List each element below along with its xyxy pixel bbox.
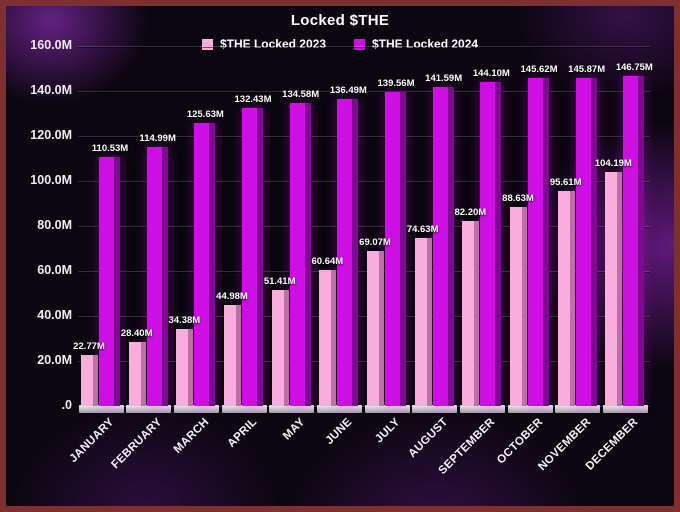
bar-value-2023-september: 82.20M [454, 207, 487, 219]
gridline [78, 316, 650, 317]
bar-value-2024-march: 125.63M [186, 109, 224, 121]
gridline [78, 46, 650, 47]
bar-2023-may [271, 290, 289, 406]
bar-2023-november [557, 190, 575, 406]
bar-value-2023-february: 28.40M [120, 328, 153, 340]
bar-2024-july [385, 91, 406, 406]
bar-platform [316, 405, 362, 413]
bar-2023-october [510, 206, 527, 406]
bar-platform [269, 405, 315, 413]
y-axis-tick: 20.0M [37, 353, 72, 367]
bar-platform [459, 405, 505, 413]
bar-platform [602, 405, 648, 413]
bar-value-2023-october: 88.63M [502, 192, 534, 204]
y-axis-tick: 60.0M [37, 263, 72, 277]
legend-swatch-icon [201, 38, 213, 50]
bar-2024-may [289, 103, 311, 406]
bar-2023-july [367, 250, 384, 406]
bar-value-2024-october: 145.62M [520, 64, 558, 76]
y-axis-tick: 100.0M [30, 173, 72, 187]
bar-value-2024-august: 141.59M [425, 73, 463, 85]
bar-platform [555, 405, 601, 413]
bar-2024-june [337, 98, 359, 406]
bar-value-2023-november: 95.61M [549, 176, 582, 188]
bar-value-2023-july: 69.07M [359, 236, 391, 248]
bar-2023-august [414, 238, 432, 406]
bar-platform [78, 405, 124, 413]
bar-value-2024-july: 139.56M [377, 77, 415, 89]
bar-value-2024-september: 144.10M [472, 67, 510, 79]
bar-platform [221, 405, 267, 413]
bar-value-2024-december: 146.75M [615, 61, 653, 73]
legend-item-2023: $THE Locked 2023 [201, 37, 326, 51]
chart-title: Locked $THE [290, 12, 390, 29]
bar-value-2024-june: 136.49M [329, 84, 367, 96]
bar-value-2024-may: 134.58M [282, 89, 320, 101]
legend: $THE Locked 2023 $THE Locked 2024 [6, 37, 674, 51]
legend-label: $THE Locked 2024 [372, 37, 479, 51]
gridline [78, 181, 650, 182]
bar-2024-march [194, 123, 216, 406]
y-axis-tick: 120.0M [30, 128, 72, 142]
bar-value-2023-april: 44.98M [216, 290, 248, 302]
bar-value-2024-november: 145.87M [568, 63, 606, 75]
gridline [78, 91, 650, 92]
bar-2024-february [146, 147, 168, 406]
bar-value-2024-april: 132.43M [234, 94, 272, 106]
gridline [78, 361, 650, 362]
bar-platform [173, 405, 219, 413]
bar-2023-june [319, 269, 337, 406]
gridline [78, 136, 650, 137]
bar-2024-september [480, 81, 502, 406]
bar-value-2023-may: 51.41M [263, 276, 296, 288]
y-axis-tick: 40.0M [37, 308, 72, 322]
bar-2023-february [128, 342, 146, 406]
legend-label: $THE Locked 2023 [219, 37, 326, 51]
y-axis-tick: 80.0M [37, 218, 72, 232]
y-axis-tick: 140.0M [30, 83, 72, 97]
bar-value-2023-june: 60.64M [311, 255, 344, 267]
bar-platform [126, 405, 172, 413]
bar-value-2024-january: 110.53M [91, 143, 129, 155]
bar-2024-december [623, 75, 645, 406]
bar-2024-november [575, 77, 597, 406]
bar-value-2023-january: 22.77M [73, 340, 105, 352]
bar-2023-april [224, 304, 241, 406]
bar-2024-april [242, 108, 263, 406]
bar-platform [412, 405, 458, 413]
legend-item-2024: $THE Locked 2024 [354, 37, 478, 51]
bar-value-2023-december: 104.19M [594, 157, 632, 169]
bar-2023-december [605, 171, 623, 406]
y-axis-tick: 160.0M [30, 38, 72, 52]
bar-2023-january [81, 354, 98, 406]
plot-area: 160.0M 140.0M 120.0M 100.0M 80.0M 60.0M 40.0M 2… [6, 6, 674, 506]
gridline [78, 406, 650, 407]
y-axis-tick: .0 [61, 398, 72, 412]
legend-swatch-icon [354, 38, 365, 50]
bar-2023-september [462, 221, 480, 406]
bar-value-2024-february: 114.99M [139, 133, 176, 145]
bar-platform [507, 405, 553, 413]
bar-value-2023-august: 74.63M [406, 224, 439, 236]
gridline [78, 271, 650, 272]
bar-2023-march [176, 328, 194, 406]
bar-platform [364, 405, 410, 413]
gridline [78, 226, 650, 227]
bar-2024-january [99, 157, 120, 406]
bar-value-2023-march: 34.38M [168, 314, 201, 326]
bar-2024-august [432, 87, 454, 406]
bar-2024-october [528, 78, 549, 406]
